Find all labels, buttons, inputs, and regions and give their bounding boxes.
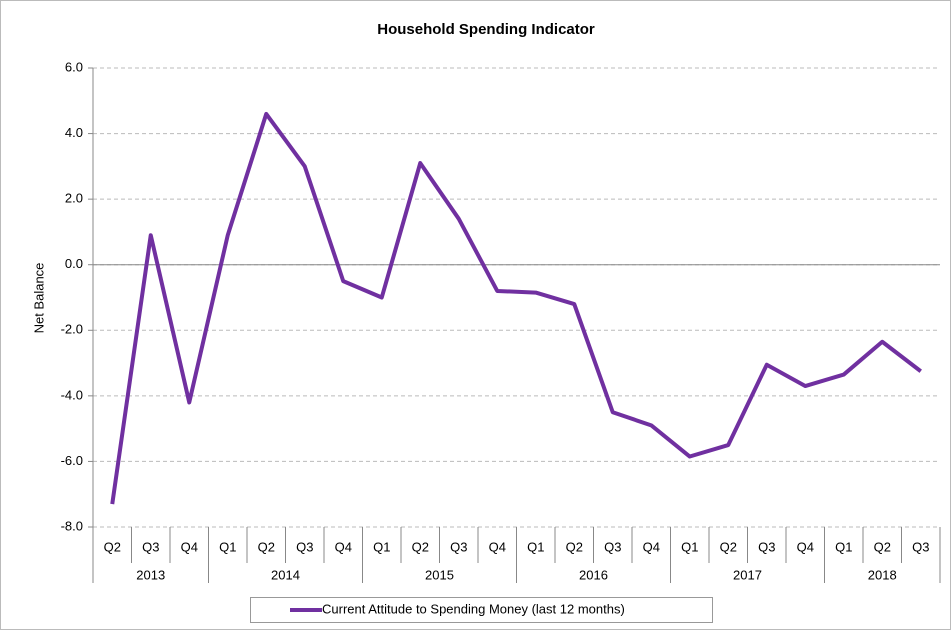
y-axis-title: Net Balance (31, 263, 46, 334)
chart-title: Household Spending Indicator (377, 21, 595, 38)
x-tick-label: Q4 (335, 539, 352, 554)
y-tick-label: 6.0 (65, 59, 83, 74)
x-tick-label: Q2 (104, 539, 121, 554)
y-tick-label: -8.0 (61, 518, 83, 533)
y-tick-label: -2.0 (61, 322, 83, 337)
x-tick-label: Q2 (412, 539, 429, 554)
y-tick-label: -6.0 (61, 453, 83, 468)
x-tick-label: Q4 (181, 539, 198, 554)
x-tick-label: Q3 (912, 539, 929, 554)
x-group-label: 2018 (868, 567, 897, 582)
y-tick-label: 4.0 (65, 125, 83, 140)
x-tick-label: Q2 (566, 539, 583, 554)
x-group-label: 2014 (271, 567, 300, 582)
x-tick-label: Q4 (643, 539, 660, 554)
x-group-label: 2015 (425, 567, 454, 582)
x-tick-label: Q1 (373, 539, 390, 554)
legend-box (250, 597, 713, 623)
legend-label: Current Attitude to Spending Money (last… (322, 601, 625, 616)
x-tick-label: Q3 (758, 539, 775, 554)
x-tick-label: Q4 (489, 539, 506, 554)
x-tick-label: Q1 (835, 539, 852, 554)
x-tick-label: Q1 (681, 539, 698, 554)
x-group-label: 2013 (136, 567, 165, 582)
x-group-label: 2017 (733, 567, 762, 582)
x-tick-label: Q3 (142, 539, 159, 554)
x-tick-label: Q1 (219, 539, 236, 554)
x-tick-label: Q2 (258, 539, 275, 554)
x-tick-label: Q1 (527, 539, 544, 554)
y-tick-label: 2.0 (65, 191, 83, 206)
x-tick-label: Q2 (874, 539, 891, 554)
x-tick-label: Q4 (797, 539, 814, 554)
x-tick-label: Q3 (296, 539, 313, 554)
y-tick-label: -4.0 (61, 387, 83, 402)
x-tick-label: Q2 (720, 539, 737, 554)
data-line (110, 111, 922, 505)
x-tick-label: Q3 (450, 539, 467, 554)
x-group-label: 2016 (579, 567, 608, 582)
x-tick-label: Q3 (604, 539, 621, 554)
y-tick-label: 0.0 (65, 256, 83, 271)
